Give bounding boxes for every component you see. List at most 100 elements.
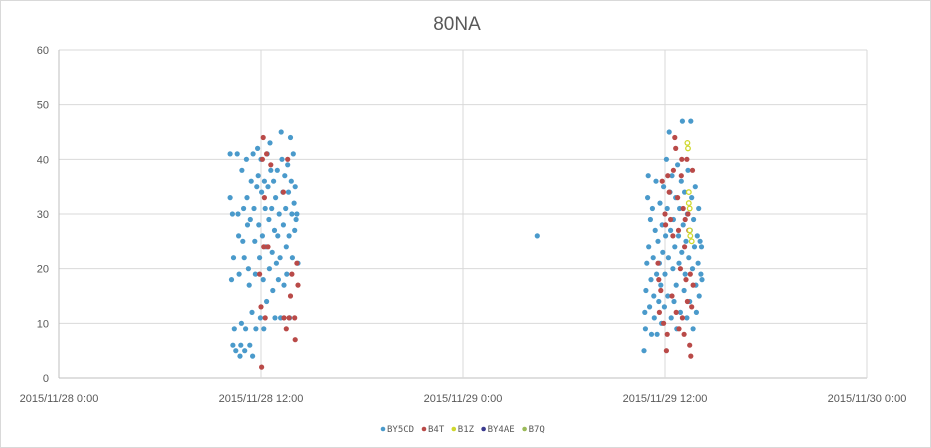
data-point	[243, 156, 249, 162]
gridlines	[58, 49, 868, 379]
data-point	[246, 282, 252, 288]
data-point	[269, 249, 275, 255]
data-point	[663, 222, 669, 228]
data-point	[240, 238, 246, 244]
data-point	[679, 249, 685, 255]
data-point	[684, 156, 690, 162]
data-point	[279, 156, 285, 162]
data-point	[230, 255, 237, 261]
data-point	[662, 271, 668, 277]
data-point	[689, 195, 695, 201]
data-point	[677, 205, 683, 212]
data-point	[278, 129, 284, 135]
data-point	[269, 205, 275, 212]
data-point	[697, 238, 703, 244]
data-point	[241, 205, 247, 212]
data-point	[657, 200, 663, 206]
data-point	[254, 184, 260, 190]
data-point	[236, 233, 242, 239]
data-point	[287, 293, 294, 299]
data-point	[680, 222, 686, 228]
data-point	[682, 244, 688, 250]
data-point	[666, 129, 672, 135]
data-point	[658, 287, 664, 294]
data-point	[534, 233, 540, 239]
data-point	[660, 249, 666, 255]
legend-item: B1Z	[451, 425, 475, 435]
data-point	[679, 118, 686, 124]
data-point	[698, 244, 705, 250]
data-point	[691, 244, 698, 250]
data-point	[684, 315, 690, 321]
data-point	[294, 211, 300, 217]
data-point	[264, 298, 270, 305]
data-point	[694, 233, 700, 239]
data-point	[235, 211, 241, 217]
data-point	[693, 309, 700, 315]
data-point	[252, 238, 258, 244]
data-point	[286, 315, 292, 321]
data-point	[286, 233, 292, 239]
data-point	[664, 331, 670, 337]
data-point	[675, 162, 681, 168]
data-point	[256, 222, 262, 228]
data-point	[650, 255, 656, 261]
data-point	[662, 211, 668, 217]
data-point	[669, 293, 675, 299]
data-point	[233, 348, 239, 354]
data-point	[648, 277, 654, 283]
data-point	[273, 260, 279, 266]
y-tick-label: 60	[37, 45, 49, 57]
data-point	[644, 260, 650, 266]
data-point	[259, 364, 265, 370]
data-point	[670, 233, 676, 239]
y-tick-label: 20	[37, 264, 49, 276]
data-point	[283, 326, 289, 332]
data-point	[238, 320, 244, 326]
data-point	[677, 266, 684, 272]
data-point	[267, 140, 273, 146]
data-point	[686, 227, 693, 234]
data-point	[290, 151, 296, 157]
data-point	[698, 271, 704, 277]
data-point	[684, 139, 691, 146]
x-tick-label: 2015/11/28 0:00	[20, 393, 99, 405]
data-point	[255, 145, 261, 151]
data-point	[261, 326, 267, 332]
data-point	[257, 271, 263, 277]
x-tick-label: 2015/11/29 0:00	[424, 393, 503, 405]
data-point	[289, 255, 295, 261]
data-point	[645, 195, 651, 201]
y-axis-ticks: 0 10 20 30 40 50 60	[37, 45, 49, 385]
data-point	[642, 326, 649, 332]
data-point	[647, 304, 653, 310]
data-point	[260, 277, 266, 283]
data-point	[663, 156, 670, 162]
data-point	[681, 331, 687, 337]
data-point	[259, 233, 265, 239]
data-point	[688, 118, 694, 124]
data-point	[676, 260, 682, 266]
x-tick-label: 2015/11/29 12:00	[623, 393, 708, 405]
data-point	[265, 184, 271, 190]
data-point	[292, 337, 298, 343]
data-point	[237, 353, 243, 359]
data-point	[239, 167, 245, 173]
legend-label: B7Q	[529, 425, 545, 435]
data-point	[261, 178, 267, 184]
chart-title: 80NA	[433, 14, 481, 35]
data-point	[245, 266, 251, 272]
data-point	[678, 173, 684, 179]
data-point	[275, 277, 281, 283]
data-point	[665, 255, 672, 261]
data-point	[670, 167, 677, 173]
data-point	[250, 151, 256, 157]
data-point	[673, 309, 679, 315]
data-point	[663, 348, 670, 354]
data-point	[655, 238, 661, 244]
series-by5cd	[227, 118, 705, 359]
data-point	[661, 304, 668, 310]
data-point	[669, 173, 675, 179]
data-point	[685, 200, 692, 207]
data-point	[249, 309, 255, 315]
